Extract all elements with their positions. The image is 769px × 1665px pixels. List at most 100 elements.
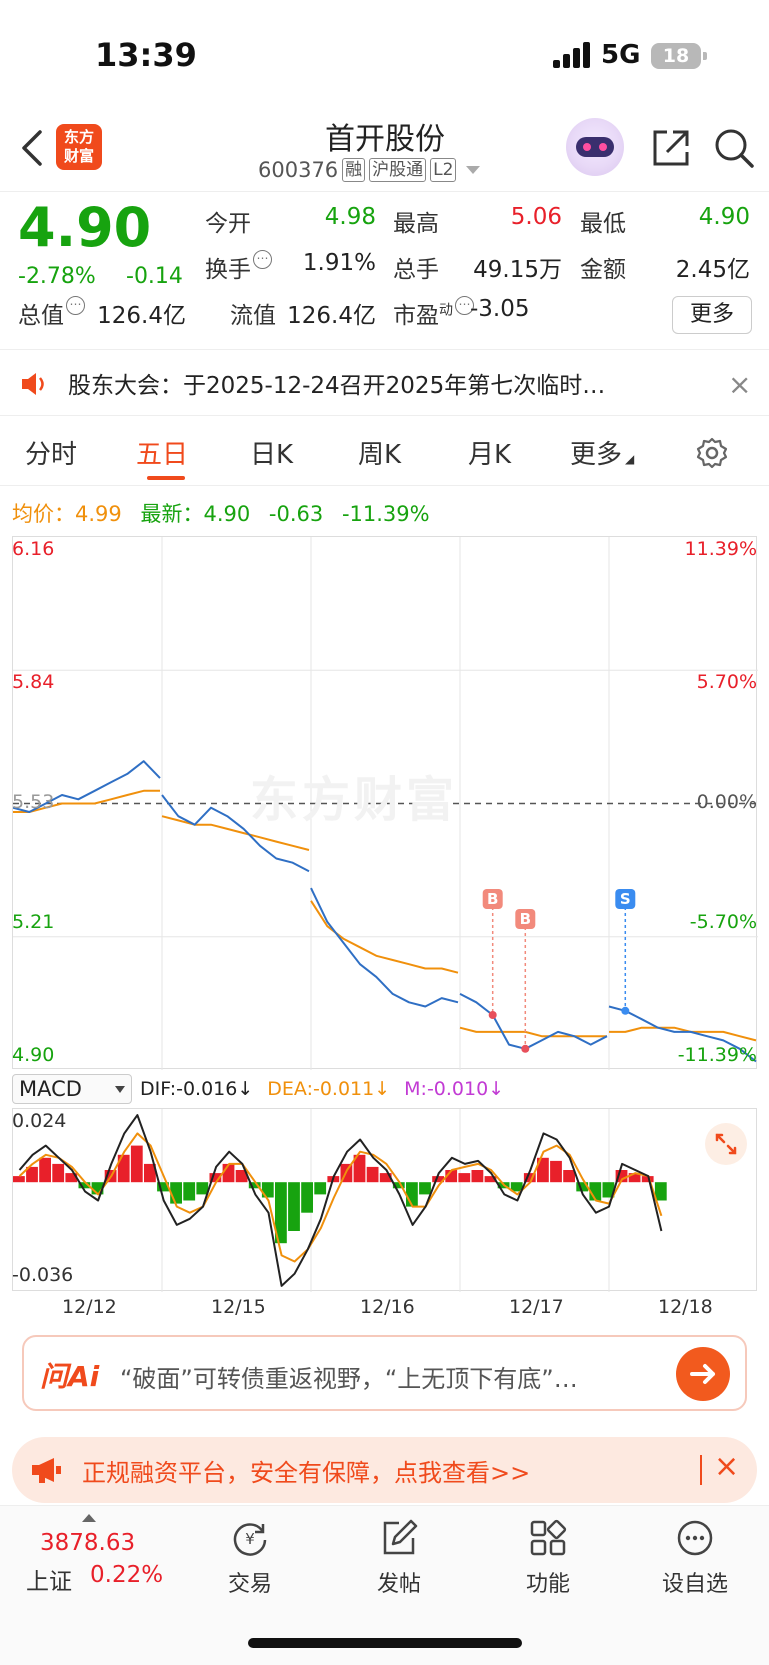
share-icon[interactable] [649, 126, 693, 170]
macd-histogram-bar [78, 1182, 91, 1189]
y-tick-right: 5.70% [696, 671, 757, 693]
chevron-up-icon[interactable] [82, 1514, 96, 1522]
macd-histogram-bar [471, 1170, 484, 1183]
macd-histogram-bar [130, 1145, 143, 1183]
status-bar: 13:39 5G 18 [0, 0, 769, 110]
cellular-signal-icon [553, 42, 593, 68]
close-icon[interactable]: × [728, 368, 752, 401]
pe-value: -3.05 [470, 296, 530, 322]
promo-banner[interactable]: 正规融资平台，安全有保障，点我查看>> × [12, 1437, 757, 1503]
macd-histogram-bar [301, 1182, 313, 1213]
m-label: M: [404, 1078, 427, 1100]
y-tick-left: 4.90 [12, 1044, 55, 1066]
stock-name: 首开股份 [325, 122, 445, 157]
macd-histogram-bar [419, 1182, 431, 1195]
tab-daily-k[interactable]: 日K [250, 440, 294, 470]
trade-marker-badge [515, 909, 536, 929]
expand-icon[interactable] [705, 1123, 747, 1165]
margin-tag: 融 [342, 158, 366, 182]
nav-add-watchlist[interactable]: 设自选 [650, 1518, 740, 1598]
index-name[interactable]: 上证 [26, 1569, 72, 1595]
macd-chart[interactable] [12, 1108, 757, 1292]
pe-label[interactable]: 市盈动 ⋯ [393, 296, 474, 330]
x-tick: 12/15 [211, 1296, 266, 1318]
network-type: 5G [601, 40, 641, 70]
macd-histogram-bar [576, 1182, 589, 1192]
last-price: 4.90 [18, 196, 152, 259]
turnover-label[interactable]: 换手 ⋯ [205, 250, 272, 284]
info-icon: ⋯ [66, 296, 85, 315]
avg-price-line [161, 815, 310, 851]
back-arrow-icon[interactable] [18, 128, 48, 168]
chevron-down-icon [466, 166, 481, 174]
active-tab-indicator [147, 476, 185, 480]
macd-histogram-bar [550, 1160, 562, 1183]
nav-post[interactable]: 发帖 [354, 1518, 444, 1598]
speaker-icon [22, 373, 44, 395]
arrow-down-icon: ↓ [374, 1078, 391, 1100]
macd-histogram-bar [222, 1163, 235, 1183]
legend-change-pct: -11.39% [341, 502, 430, 526]
macd-histogram-bar [654, 1182, 667, 1201]
ai-news-text: “破面”可转债重返视野，“上无顶下有底”… [120, 1365, 578, 1393]
more-dots-icon [677, 1520, 713, 1556]
gear-icon[interactable] [695, 436, 729, 470]
promo-text: 正规融资平台，安全有保障，点我查看>> [82, 1459, 531, 1487]
tab-monthly-k[interactable]: 月K [468, 440, 512, 470]
edit-icon [383, 1519, 418, 1555]
search-icon[interactable] [712, 126, 756, 170]
app-logo[interactable]: 东方财富 [56, 124, 102, 170]
mktcap-value: 126.4亿 [97, 303, 186, 329]
svg-text:¥: ¥ [245, 1530, 255, 1548]
macd-histogram-bar [406, 1182, 418, 1207]
five-day-chart[interactable]: B B S [12, 536, 758, 1070]
grid-icon [530, 1519, 567, 1556]
more-quote-button[interactable]: 更多 [672, 296, 752, 334]
arrow-right-icon[interactable] [676, 1347, 730, 1401]
avg-price-line [459, 1026, 607, 1038]
index-change[interactable]: 0.22% [90, 1562, 164, 1588]
y-tick-right: 11.39% [684, 538, 757, 560]
tab-more[interactable]: 更多 ◢ [570, 440, 635, 470]
trade-marker-dot [488, 1011, 497, 1019]
tab-weekly-k[interactable]: 周K [358, 440, 402, 470]
announcement-bar[interactable]: 股东大会：于2025-12-24召开2025年第七次临时… × [0, 352, 769, 416]
y-tick-right: -11.39% [677, 1044, 757, 1066]
stock-code-row[interactable]: 600376 融 沪股通 L2 [258, 158, 481, 182]
trade-marker-dot [621, 1006, 630, 1015]
nav-functions[interactable]: 功能 [503, 1518, 593, 1598]
tab-intraday[interactable]: 分时 [25, 440, 78, 470]
close-icon[interactable]: × [714, 1449, 740, 1484]
indicator-select[interactable]: MACD [12, 1074, 132, 1104]
home-indicator [248, 1638, 522, 1648]
macd-histogram-bar [117, 1154, 130, 1183]
volume-label: 总手 [393, 257, 439, 283]
macd-histogram-bar [379, 1173, 392, 1183]
open-value: 4.98 [324, 204, 376, 230]
volume-value: 49.15万 [473, 257, 562, 283]
ai-news-bar[interactable]: 问Ai “破面”可转债重返视野，“上无顶下有底”… [22, 1335, 747, 1411]
dif-label: DIF: [140, 1078, 177, 1100]
tab-five-day[interactable]: 五日 [136, 440, 189, 470]
macd-histogram-bar [392, 1182, 405, 1189]
macd-histogram-bar [261, 1182, 274, 1198]
ai-assistant-icon[interactable] [566, 118, 624, 176]
status-time: 13:39 [95, 36, 197, 74]
amount-label: 金额 [580, 257, 626, 283]
avg-label: 均价： [12, 502, 75, 526]
macd-histogram-bar [39, 1157, 51, 1183]
macd-y-bottom: -0.036 [12, 1264, 74, 1286]
macd-histogram-bar [248, 1182, 261, 1189]
dif-value: -0.016 [176, 1078, 238, 1100]
mktcap-label[interactable]: 总值 ⋯ [18, 296, 85, 330]
index-value[interactable]: 3878.63 [40, 1530, 136, 1556]
y-tick-left: 5.21 [12, 911, 55, 933]
connect-tag: 沪股通 [369, 158, 427, 182]
macd-histogram-bar [157, 1182, 169, 1192]
price-legend: 均价：4.99 最新：4.90 -0.63 -11.39% [12, 498, 430, 528]
macd-histogram-bar [170, 1182, 182, 1204]
nav-trade[interactable]: ¥ 交易 [205, 1518, 295, 1598]
y-tick-left: 5.84 [12, 671, 55, 693]
macd-histogram-bar [510, 1182, 523, 1192]
avg-value: 4.99 [75, 502, 122, 526]
